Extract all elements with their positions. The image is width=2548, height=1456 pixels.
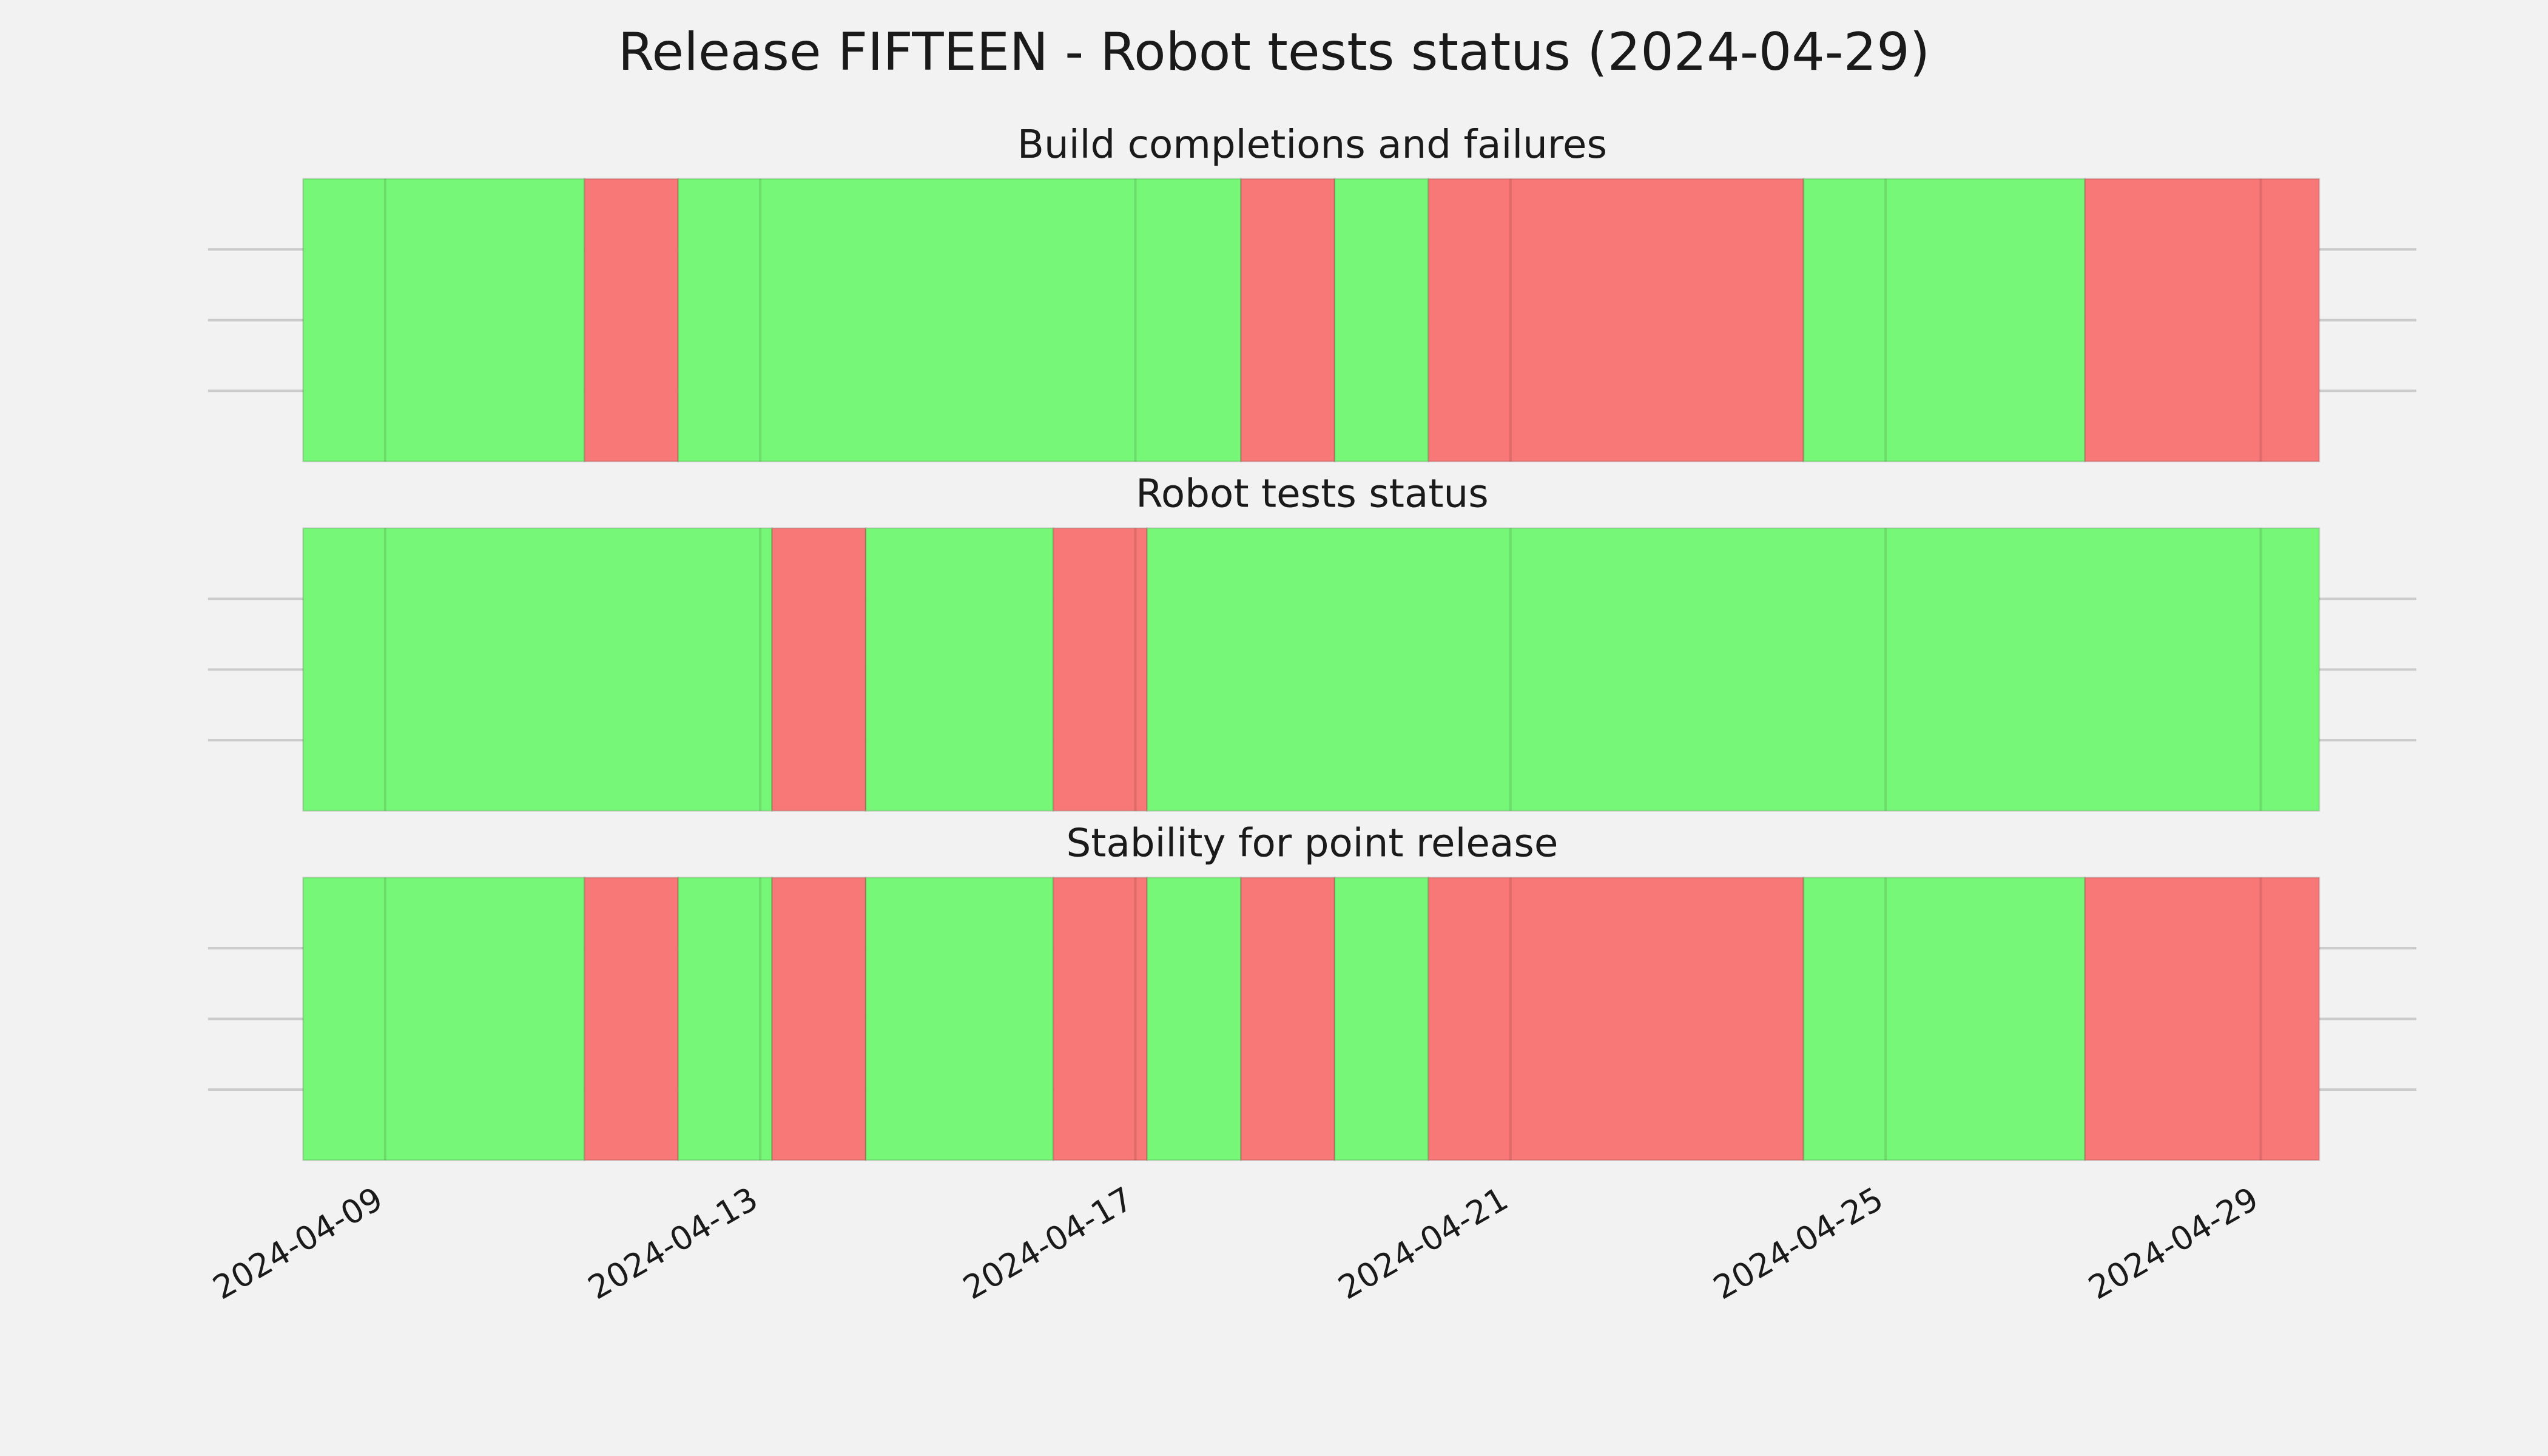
status-segment (1427, 877, 1805, 1161)
status-segment (1802, 178, 2086, 463)
subplot-title: Stability for point release (1067, 821, 1559, 866)
figure-title: Release FIFTEEN - Robot tests status (20… (618, 22, 1930, 83)
status-segment (677, 877, 773, 1161)
status-segment (2084, 877, 2320, 1161)
status-segment (1052, 877, 1148, 1161)
subplot-title: Robot tests status (1136, 471, 1489, 517)
status-segment (302, 527, 773, 812)
status-segment (1427, 178, 1805, 463)
status-segment (1333, 178, 1429, 463)
status-segment (864, 877, 1054, 1161)
status-segment (583, 178, 679, 463)
status-segment (1146, 877, 1242, 1161)
status-segment (1240, 178, 1336, 463)
status-segment (1052, 527, 1148, 812)
status-segment (2084, 178, 2320, 463)
status-segment (1240, 877, 1336, 1161)
status-segment (771, 877, 867, 1161)
status-segment (771, 527, 867, 812)
status-segment (302, 877, 585, 1161)
status-segment (583, 877, 679, 1161)
status-segment (1146, 527, 2320, 812)
subplot-title: Build completions and failures (1017, 122, 1607, 167)
status-segment (1802, 877, 2086, 1161)
status-segment (302, 178, 585, 463)
status-segment (864, 527, 1054, 812)
status-segment (677, 178, 1242, 463)
status-segment (1333, 877, 1429, 1161)
